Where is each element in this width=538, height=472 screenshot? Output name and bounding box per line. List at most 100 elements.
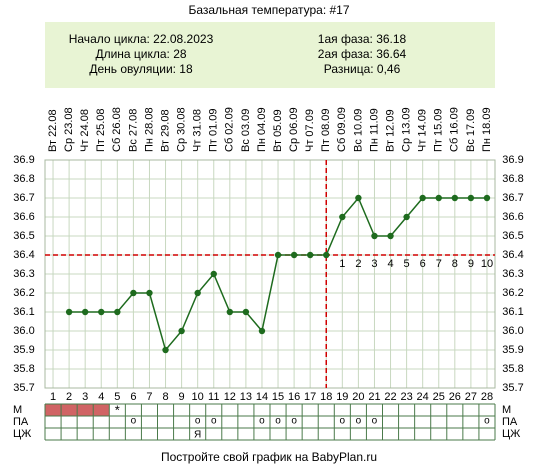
date-label: Вт 12.09 (384, 109, 396, 152)
y-tick-label-right: 36.9 (502, 154, 523, 166)
cell-mark: o (211, 416, 217, 427)
temperature-point (242, 308, 250, 316)
x-tick-label: 6 (130, 391, 136, 403)
y-tick-label-right: 35.9 (502, 344, 523, 356)
y-tick-label: 35.9 (13, 344, 34, 356)
temperature-point (403, 213, 410, 221)
date-label: Чт 07.09 (304, 109, 316, 152)
temperature-point (178, 327, 185, 335)
temperature-point (483, 194, 491, 202)
y-tick-label: 36.0 (13, 325, 34, 337)
temperature-point (467, 194, 475, 202)
date-label: Пт 01.09 (208, 108, 220, 152)
date-label: Чт 24.08 (79, 109, 91, 152)
x-tick-label: 25 (433, 391, 445, 403)
x-tick-label: 14 (256, 391, 268, 403)
date-label: Вт 05.09 (272, 109, 284, 152)
x-tick-label: 28 (481, 391, 493, 403)
x-tick-label: 16 (288, 391, 300, 403)
phase-day-label: 1 (339, 258, 345, 270)
date-label: Сб 26.08 (111, 107, 123, 152)
info-text: 1ая фаза: 36.18 (318, 32, 407, 46)
date-label: Сб 09.09 (336, 107, 348, 152)
info-text: 2ая фаза: 36.64 (318, 47, 407, 61)
temperature-point (387, 232, 394, 240)
info-text: Разница: 0,46 (324, 62, 401, 76)
y-tick-label: 36.7 (13, 192, 34, 204)
y-tick-label: 35.8 (13, 363, 34, 375)
info-box (45, 22, 495, 88)
date-label: Сб 16.09 (449, 107, 461, 152)
x-tick-label: 4 (98, 391, 104, 403)
temperature-point (210, 270, 217, 278)
x-tick-label: 21 (368, 391, 380, 403)
temperature-point (290, 251, 298, 259)
cell-mark: o (356, 416, 362, 427)
y-tick-label: 36.5 (13, 230, 34, 242)
x-tick-label: 22 (384, 391, 396, 403)
temperature-point (306, 251, 314, 259)
x-tick-label: 5 (114, 391, 120, 403)
phase-day-label: 10 (481, 258, 493, 270)
temperature-point (226, 308, 234, 316)
date-label: Ср 06.09 (288, 107, 300, 152)
date-label: Пн 18.09 (481, 107, 493, 152)
cell-mark: o (195, 416, 201, 427)
x-tick-label: 7 (146, 391, 152, 403)
phase-day-label: 9 (468, 258, 474, 270)
filled-cell (93, 404, 110, 416)
date-label: Пн 04.09 (256, 107, 268, 152)
temperature-point (81, 308, 89, 316)
phase-day-label: 6 (420, 258, 426, 270)
y-tick-label-right: 35.7 (502, 382, 523, 394)
y-tick-label-right: 36.3 (502, 268, 523, 280)
row-label: ПА (13, 416, 29, 428)
row-label-right: ЦЖ (502, 428, 520, 440)
date-label: Вс 10.09 (352, 109, 364, 152)
cell-mark: o (259, 416, 265, 427)
y-tick-label-right: 36.1 (502, 306, 523, 318)
x-tick-label: 13 (240, 391, 252, 403)
temperature-point (339, 213, 346, 221)
temperature-point (435, 194, 442, 202)
x-tick-label: 2 (66, 391, 72, 403)
x-tick-label: 10 (192, 391, 204, 403)
temperature-point (162, 346, 169, 354)
date-label: Пн 11.09 (368, 108, 380, 152)
y-tick-label: 36.2 (13, 287, 34, 299)
temperature-point (146, 289, 153, 297)
x-tick-label: 23 (400, 391, 412, 403)
y-tick-label: 35.7 (13, 382, 34, 394)
filled-cell (45, 404, 62, 416)
y-tick-label-right: 36.7 (502, 192, 523, 204)
y-tick-label: 36.8 (13, 173, 34, 185)
phase-day-label: 5 (404, 258, 410, 270)
y-tick-label-right: 36.6 (502, 211, 523, 223)
cell-mark: o (275, 416, 281, 427)
date-label: Вт 29.08 (159, 109, 171, 152)
temperature-point (355, 194, 362, 202)
date-label: Вс 03.09 (240, 109, 252, 152)
y-tick-label-right: 35.8 (502, 363, 523, 375)
cell-mark: Я (194, 430, 201, 441)
cell-mark: o (131, 416, 137, 427)
temperature-point (419, 194, 426, 202)
y-tick-label: 36.9 (13, 154, 34, 166)
date-label: Пн 28.08 (143, 107, 155, 152)
date-label: Чт 31.08 (192, 109, 204, 152)
date-label: Чт 14.09 (417, 109, 429, 152)
temperature-point (130, 289, 137, 297)
phase-day-label: 7 (436, 258, 442, 270)
x-tick-label: 26 (449, 391, 461, 403)
row-label-right: ПА (502, 416, 518, 428)
info-text: Начало цикла: 22.08.2023 (69, 32, 214, 46)
y-tick-label-right: 36.0 (502, 325, 523, 337)
date-label: Вс 27.08 (127, 109, 139, 152)
x-tick-label: 20 (352, 391, 364, 403)
temperature-point (258, 327, 266, 335)
x-tick-label: 15 (272, 391, 284, 403)
row-label: ЦЖ (13, 428, 31, 440)
x-tick-label: 9 (179, 391, 185, 403)
phase-day-label: 4 (387, 258, 393, 270)
cell-mark: o (291, 416, 297, 427)
